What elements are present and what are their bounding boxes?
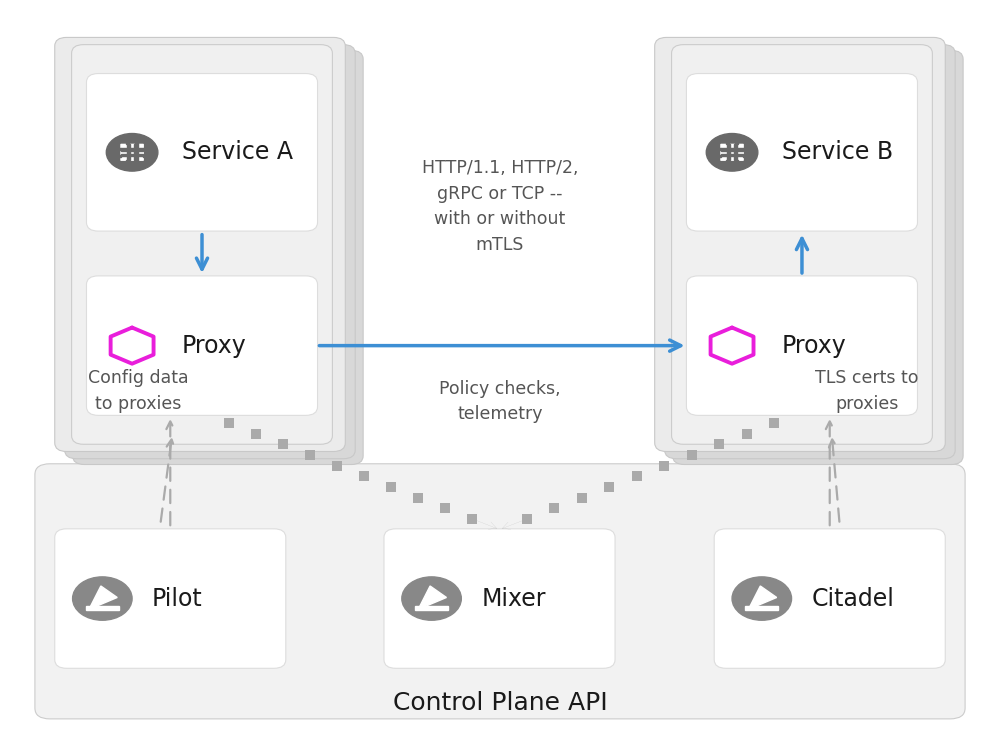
Point bbox=[437, 502, 453, 514]
FancyBboxPatch shape bbox=[65, 45, 355, 459]
FancyBboxPatch shape bbox=[55, 529, 286, 668]
Bar bbox=[735, 141, 738, 145]
FancyBboxPatch shape bbox=[673, 50, 963, 464]
Point bbox=[464, 513, 480, 525]
Point bbox=[711, 439, 727, 450]
FancyBboxPatch shape bbox=[665, 45, 955, 459]
Bar bbox=[143, 155, 147, 156]
Bar bbox=[121, 154, 143, 156]
FancyBboxPatch shape bbox=[120, 144, 144, 161]
FancyBboxPatch shape bbox=[86, 74, 318, 231]
Bar bbox=[726, 141, 729, 145]
Bar bbox=[717, 148, 721, 150]
Circle shape bbox=[73, 577, 132, 620]
FancyBboxPatch shape bbox=[720, 144, 744, 161]
FancyBboxPatch shape bbox=[655, 37, 945, 452]
Point bbox=[601, 481, 617, 493]
Point bbox=[275, 439, 291, 450]
Text: Control Plane API: Control Plane API bbox=[393, 691, 607, 715]
Bar bbox=[135, 160, 138, 163]
Bar bbox=[143, 148, 147, 150]
FancyBboxPatch shape bbox=[35, 463, 965, 719]
Circle shape bbox=[402, 577, 461, 620]
Text: Proxy: Proxy bbox=[782, 333, 846, 357]
Bar bbox=[121, 148, 143, 151]
Bar bbox=[126, 160, 129, 163]
Point bbox=[519, 513, 535, 525]
Bar bbox=[727, 145, 730, 160]
Point bbox=[383, 481, 399, 493]
Point bbox=[546, 502, 562, 514]
Bar bbox=[127, 145, 130, 160]
Bar bbox=[721, 154, 743, 156]
Point bbox=[684, 449, 700, 461]
Circle shape bbox=[706, 134, 758, 171]
Polygon shape bbox=[418, 586, 446, 610]
Bar bbox=[415, 607, 448, 610]
FancyBboxPatch shape bbox=[672, 45, 932, 444]
Bar bbox=[735, 160, 738, 163]
Text: Config data
to proxies: Config data to proxies bbox=[88, 369, 188, 412]
Bar bbox=[135, 141, 138, 145]
Point bbox=[302, 449, 318, 461]
FancyBboxPatch shape bbox=[686, 74, 917, 231]
Text: Citadel: Citadel bbox=[811, 586, 894, 610]
Point bbox=[248, 428, 264, 439]
Circle shape bbox=[106, 134, 158, 171]
Bar bbox=[726, 160, 729, 163]
Bar bbox=[721, 148, 743, 151]
FancyBboxPatch shape bbox=[73, 50, 363, 464]
Bar bbox=[117, 155, 121, 156]
FancyBboxPatch shape bbox=[55, 37, 345, 452]
Text: Service A: Service A bbox=[182, 140, 293, 164]
Point bbox=[629, 471, 645, 482]
Point bbox=[656, 460, 672, 471]
Point bbox=[574, 492, 590, 504]
Bar bbox=[126, 141, 129, 145]
Point bbox=[356, 471, 372, 482]
Point bbox=[329, 460, 345, 471]
FancyBboxPatch shape bbox=[714, 529, 945, 668]
FancyBboxPatch shape bbox=[384, 529, 615, 668]
FancyBboxPatch shape bbox=[686, 276, 917, 415]
Text: HTTP/1.1, HTTP/2,
gRPC or TCP --
with or without
mTLS: HTTP/1.1, HTTP/2, gRPC or TCP -- with or… bbox=[422, 159, 578, 254]
FancyBboxPatch shape bbox=[72, 45, 332, 444]
Bar bbox=[717, 155, 721, 156]
Bar bbox=[86, 607, 119, 610]
Polygon shape bbox=[89, 586, 117, 610]
Text: Pilot: Pilot bbox=[152, 586, 203, 610]
Bar bbox=[743, 155, 747, 156]
Bar bbox=[134, 145, 138, 160]
Bar bbox=[745, 607, 778, 610]
Point bbox=[739, 428, 755, 439]
Bar bbox=[743, 148, 747, 150]
Point bbox=[766, 417, 782, 429]
Circle shape bbox=[732, 577, 792, 620]
Point bbox=[221, 417, 237, 429]
Text: TLS certs to
proxies: TLS certs to proxies bbox=[815, 369, 919, 412]
FancyBboxPatch shape bbox=[86, 276, 318, 415]
Text: Mixer: Mixer bbox=[481, 586, 546, 610]
Text: Service B: Service B bbox=[782, 140, 893, 164]
Bar bbox=[734, 145, 737, 160]
Bar bbox=[117, 148, 121, 150]
Text: Proxy: Proxy bbox=[182, 333, 246, 357]
Text: Policy checks,
telemetry: Policy checks, telemetry bbox=[439, 380, 561, 423]
Point bbox=[410, 492, 426, 504]
Polygon shape bbox=[748, 586, 777, 610]
